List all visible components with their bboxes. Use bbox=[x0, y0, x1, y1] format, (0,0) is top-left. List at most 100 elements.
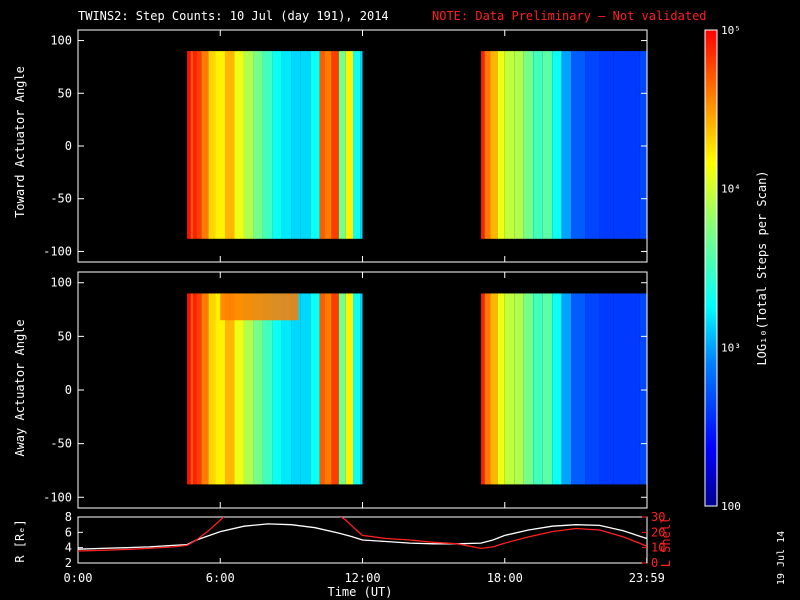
heatmap-column bbox=[253, 293, 263, 485]
heatmap-column bbox=[324, 293, 332, 485]
lshell-tick-label: 0 bbox=[651, 556, 658, 570]
lshell-axis-label: L Shell bbox=[659, 516, 673, 568]
heatmap-column bbox=[533, 51, 543, 239]
heatmap-column bbox=[201, 51, 209, 239]
y-tick-label: 50 bbox=[58, 86, 72, 100]
heatmap-column bbox=[300, 51, 311, 239]
heatmap-column bbox=[310, 51, 320, 239]
heatmap-column bbox=[324, 51, 332, 239]
heatmap-column bbox=[338, 51, 346, 239]
heatmap-column bbox=[514, 293, 524, 485]
heatmap-column bbox=[599, 293, 614, 485]
heatmap-column bbox=[272, 51, 282, 239]
heatmap-column bbox=[514, 51, 524, 239]
heatmap-column bbox=[187, 51, 191, 239]
r-tick-label: 4 bbox=[65, 541, 72, 555]
heatmap-column bbox=[262, 51, 273, 239]
heatmap-column bbox=[490, 51, 498, 239]
heatmap-column bbox=[639, 293, 647, 485]
heatmap-column bbox=[481, 293, 485, 485]
heatmap-column bbox=[613, 293, 629, 485]
heatmap-column bbox=[291, 293, 301, 485]
r-tick-label: 2 bbox=[65, 556, 72, 570]
heatmap-column bbox=[497, 51, 505, 239]
heatmap-column bbox=[639, 51, 647, 239]
heatmap-column bbox=[561, 51, 572, 239]
colorbar-tick-label: 10⁵ bbox=[721, 24, 741, 37]
heatmap-column bbox=[331, 51, 339, 239]
heatmap-column bbox=[243, 293, 254, 485]
heatmap-column bbox=[262, 293, 273, 485]
preliminary-note: NOTE: Data Preliminary — Not validated bbox=[432, 9, 707, 23]
colorbar bbox=[704, 29, 718, 507]
heatmap-column bbox=[300, 293, 311, 485]
heatmap-column bbox=[310, 293, 320, 485]
y-tick-label: -100 bbox=[43, 490, 72, 504]
heatmap-column bbox=[628, 293, 640, 485]
r-axis-label: R [Rₑ] bbox=[13, 519, 27, 563]
heatmap-column bbox=[190, 51, 193, 239]
heatmap-column bbox=[234, 293, 244, 485]
colorbar-tick-label: 10³ bbox=[721, 341, 741, 354]
heatmap-column bbox=[208, 293, 216, 485]
colorbar-label: LOG₁₀(Total Steps per Scan) bbox=[755, 170, 769, 366]
y-tick-label: -100 bbox=[43, 244, 72, 258]
heatmap-column bbox=[504, 51, 515, 239]
heatmap-column bbox=[319, 51, 325, 239]
x-axis-label: Time (UT) bbox=[327, 585, 393, 599]
heatmap-column bbox=[345, 51, 354, 239]
heatmap-column bbox=[585, 293, 600, 485]
x-tick-label: 12:00 bbox=[344, 571, 380, 585]
y-axis-label-top: Toward Actuator Angle bbox=[13, 66, 27, 218]
heatmap-column bbox=[552, 293, 562, 485]
heatmap-column bbox=[585, 51, 600, 239]
colorbar-tick-label: 100 bbox=[721, 500, 741, 513]
y-tick-label: -50 bbox=[50, 437, 72, 451]
r-tick-label: 6 bbox=[65, 525, 72, 539]
heatmap-column bbox=[224, 293, 235, 485]
heatmap-column bbox=[338, 293, 346, 485]
r-series-line bbox=[78, 523, 647, 550]
lshell-tick-label: 20 bbox=[651, 525, 665, 539]
heatmap-column bbox=[201, 293, 209, 485]
heatmap-column bbox=[253, 51, 263, 239]
lshell-tick-label: 30 bbox=[651, 510, 665, 524]
heatmap-column bbox=[504, 293, 515, 485]
heatmap-column bbox=[533, 293, 543, 485]
heatmap-column bbox=[215, 293, 225, 485]
heatmap-column bbox=[561, 293, 572, 485]
x-tick-label: 0:00 bbox=[64, 571, 93, 585]
heatmap-column bbox=[192, 51, 197, 239]
colorbar-tick-label: 10⁴ bbox=[721, 183, 741, 196]
heatmap-column bbox=[353, 293, 361, 485]
heatmap-column bbox=[196, 51, 202, 239]
y-tick-label: 100 bbox=[50, 276, 72, 290]
heatmap-column bbox=[345, 293, 354, 485]
y-tick-label: -50 bbox=[50, 192, 72, 206]
heatmap-column bbox=[360, 293, 363, 485]
heatmap-column bbox=[484, 51, 491, 239]
heatmap-column bbox=[281, 293, 292, 485]
y-tick-label: 0 bbox=[65, 383, 72, 397]
lshell-series-line bbox=[339, 517, 647, 550]
heatmap-column bbox=[542, 51, 553, 239]
heatmap-column bbox=[523, 51, 534, 239]
heatmap-column bbox=[490, 293, 498, 485]
heatmap-column bbox=[190, 293, 193, 485]
date-stamp: 19 Jul 14 bbox=[776, 530, 787, 586]
heatmap-column bbox=[243, 51, 254, 239]
heatmap-column bbox=[331, 293, 339, 485]
heatmap-column bbox=[272, 293, 282, 485]
y-tick-label: 100 bbox=[50, 34, 72, 48]
heatmap-column bbox=[360, 51, 363, 239]
lshell-series-line bbox=[78, 517, 225, 552]
chart-title: TWINS2: Step Counts: 10 Jul (day 191), 2… bbox=[78, 9, 389, 23]
heatmap-column bbox=[319, 293, 325, 485]
heatmap-column bbox=[523, 293, 534, 485]
x-tick-label: 6:00 bbox=[206, 571, 235, 585]
heatmap-column bbox=[192, 293, 197, 485]
x-tick-label: 23:59 bbox=[629, 571, 665, 585]
heatmap-column bbox=[613, 51, 629, 239]
y-axis-label-middle: Away Actuator Angle bbox=[13, 319, 27, 457]
heatmap-column bbox=[484, 293, 491, 485]
